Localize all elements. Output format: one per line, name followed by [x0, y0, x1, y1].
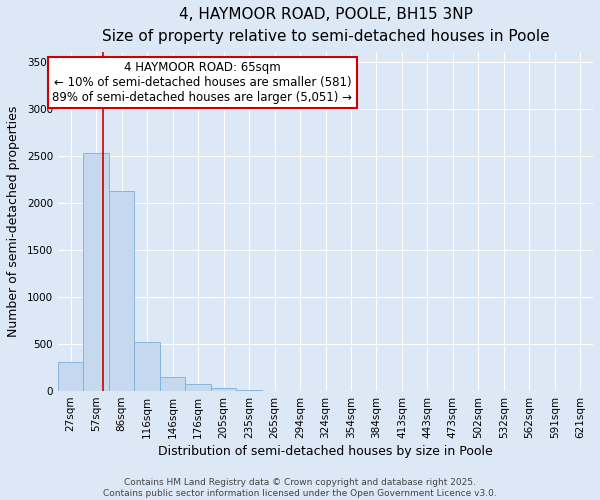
- Title: 4, HAYMOOR ROAD, POOLE, BH15 3NP
Size of property relative to semi-detached hous: 4, HAYMOOR ROAD, POOLE, BH15 3NP Size of…: [102, 7, 550, 44]
- Bar: [160, 377, 185, 391]
- Bar: [83, 153, 109, 391]
- Bar: [58, 362, 83, 391]
- Y-axis label: Number of semi-detached properties: Number of semi-detached properties: [7, 106, 20, 338]
- Bar: [109, 190, 134, 391]
- X-axis label: Distribution of semi-detached houses by size in Poole: Distribution of semi-detached houses by …: [158, 445, 493, 458]
- Bar: [185, 384, 211, 391]
- Bar: [236, 390, 262, 391]
- Text: 4 HAYMOOR ROAD: 65sqm
← 10% of semi-detached houses are smaller (581)
89% of sem: 4 HAYMOOR ROAD: 65sqm ← 10% of semi-deta…: [52, 60, 352, 104]
- Bar: [211, 388, 236, 391]
- Bar: [134, 342, 160, 391]
- Text: Contains HM Land Registry data © Crown copyright and database right 2025.
Contai: Contains HM Land Registry data © Crown c…: [103, 478, 497, 498]
